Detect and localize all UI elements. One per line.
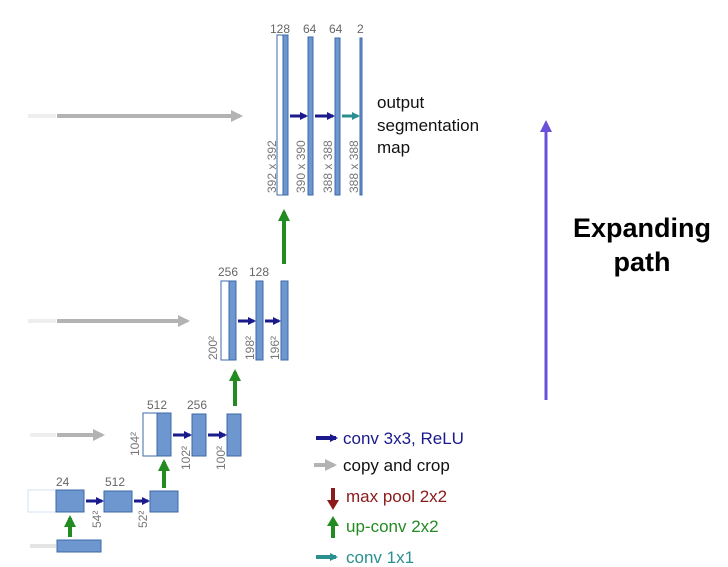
- legend-conv1x1-label: conv 1x1: [346, 548, 414, 567]
- dim-label: 200²: [206, 336, 220, 360]
- expanding-path-subtitle: path: [614, 247, 671, 277]
- feature-block-198: [255, 280, 264, 361]
- expanding-path-title: Expanding: [573, 213, 711, 243]
- dim-label: 104²: [128, 432, 142, 456]
- feature-block-200: [228, 280, 237, 361]
- dim-label: 100²: [214, 446, 228, 470]
- channel-label: 128: [270, 22, 290, 36]
- channel-label: 512: [147, 398, 167, 412]
- crop-block-56: [27, 489, 57, 513]
- feature-block-54: [103, 490, 133, 513]
- legend-upconv-arrowhead: [327, 516, 339, 526]
- dim-label: 388 x 388: [347, 140, 361, 193]
- legend-copy-label: copy and crop: [343, 456, 450, 475]
- feature-block-196: [280, 280, 289, 361]
- legend: conv 3x3, ReLU copy and crop max pool 2x…: [314, 429, 464, 567]
- legend-upconv-label: up-conv 2x2: [346, 517, 439, 536]
- dim-label: 198²: [243, 336, 257, 360]
- dim-label: 52²: [136, 511, 150, 528]
- feature-block-52: [149, 490, 179, 513]
- crop-block-200: [220, 280, 230, 361]
- dim-label: 54²: [90, 511, 104, 528]
- dim-label: 196²: [268, 336, 282, 360]
- output-label-line2: segmentation: [377, 116, 479, 135]
- feature-block-388: [334, 37, 341, 196]
- feature-block-100: [226, 413, 242, 457]
- channel-label: 64: [329, 22, 343, 36]
- dim-label: 390 x 390: [294, 140, 308, 193]
- feature-block-102: [191, 413, 207, 457]
- dim-label: 392 x 392: [265, 140, 279, 193]
- output-label-line3: map: [377, 138, 410, 157]
- legend-maxpool-arrowhead: [327, 500, 339, 510]
- channel-label: 512: [105, 475, 125, 489]
- expanding-path-arrowhead: [540, 120, 552, 132]
- dim-label: 388 x 388: [321, 140, 335, 193]
- legend-maxpool-label: max pool 2x2: [346, 487, 447, 506]
- channel-label: 256: [187, 398, 207, 412]
- bottom-feature-block: [56, 539, 102, 553]
- legend-conv-label: conv 3x3, ReLU: [343, 429, 464, 448]
- feature-block-390: [307, 36, 314, 196]
- feature-block-104: [156, 412, 172, 457]
- channel-label: 64: [303, 22, 317, 36]
- channel-label: 2: [357, 22, 364, 36]
- dim-label: 102²: [179, 446, 193, 470]
- channel-label: 24: [56, 475, 70, 489]
- crop-block-104: [142, 412, 158, 457]
- channel-label: 128: [249, 265, 269, 279]
- feature-block-392: [282, 34, 289, 196]
- feature-block-56: [55, 489, 85, 513]
- channel-label: 256: [218, 265, 238, 279]
- output-label-line1: output: [377, 93, 425, 112]
- output-block-388: [359, 37, 363, 196]
